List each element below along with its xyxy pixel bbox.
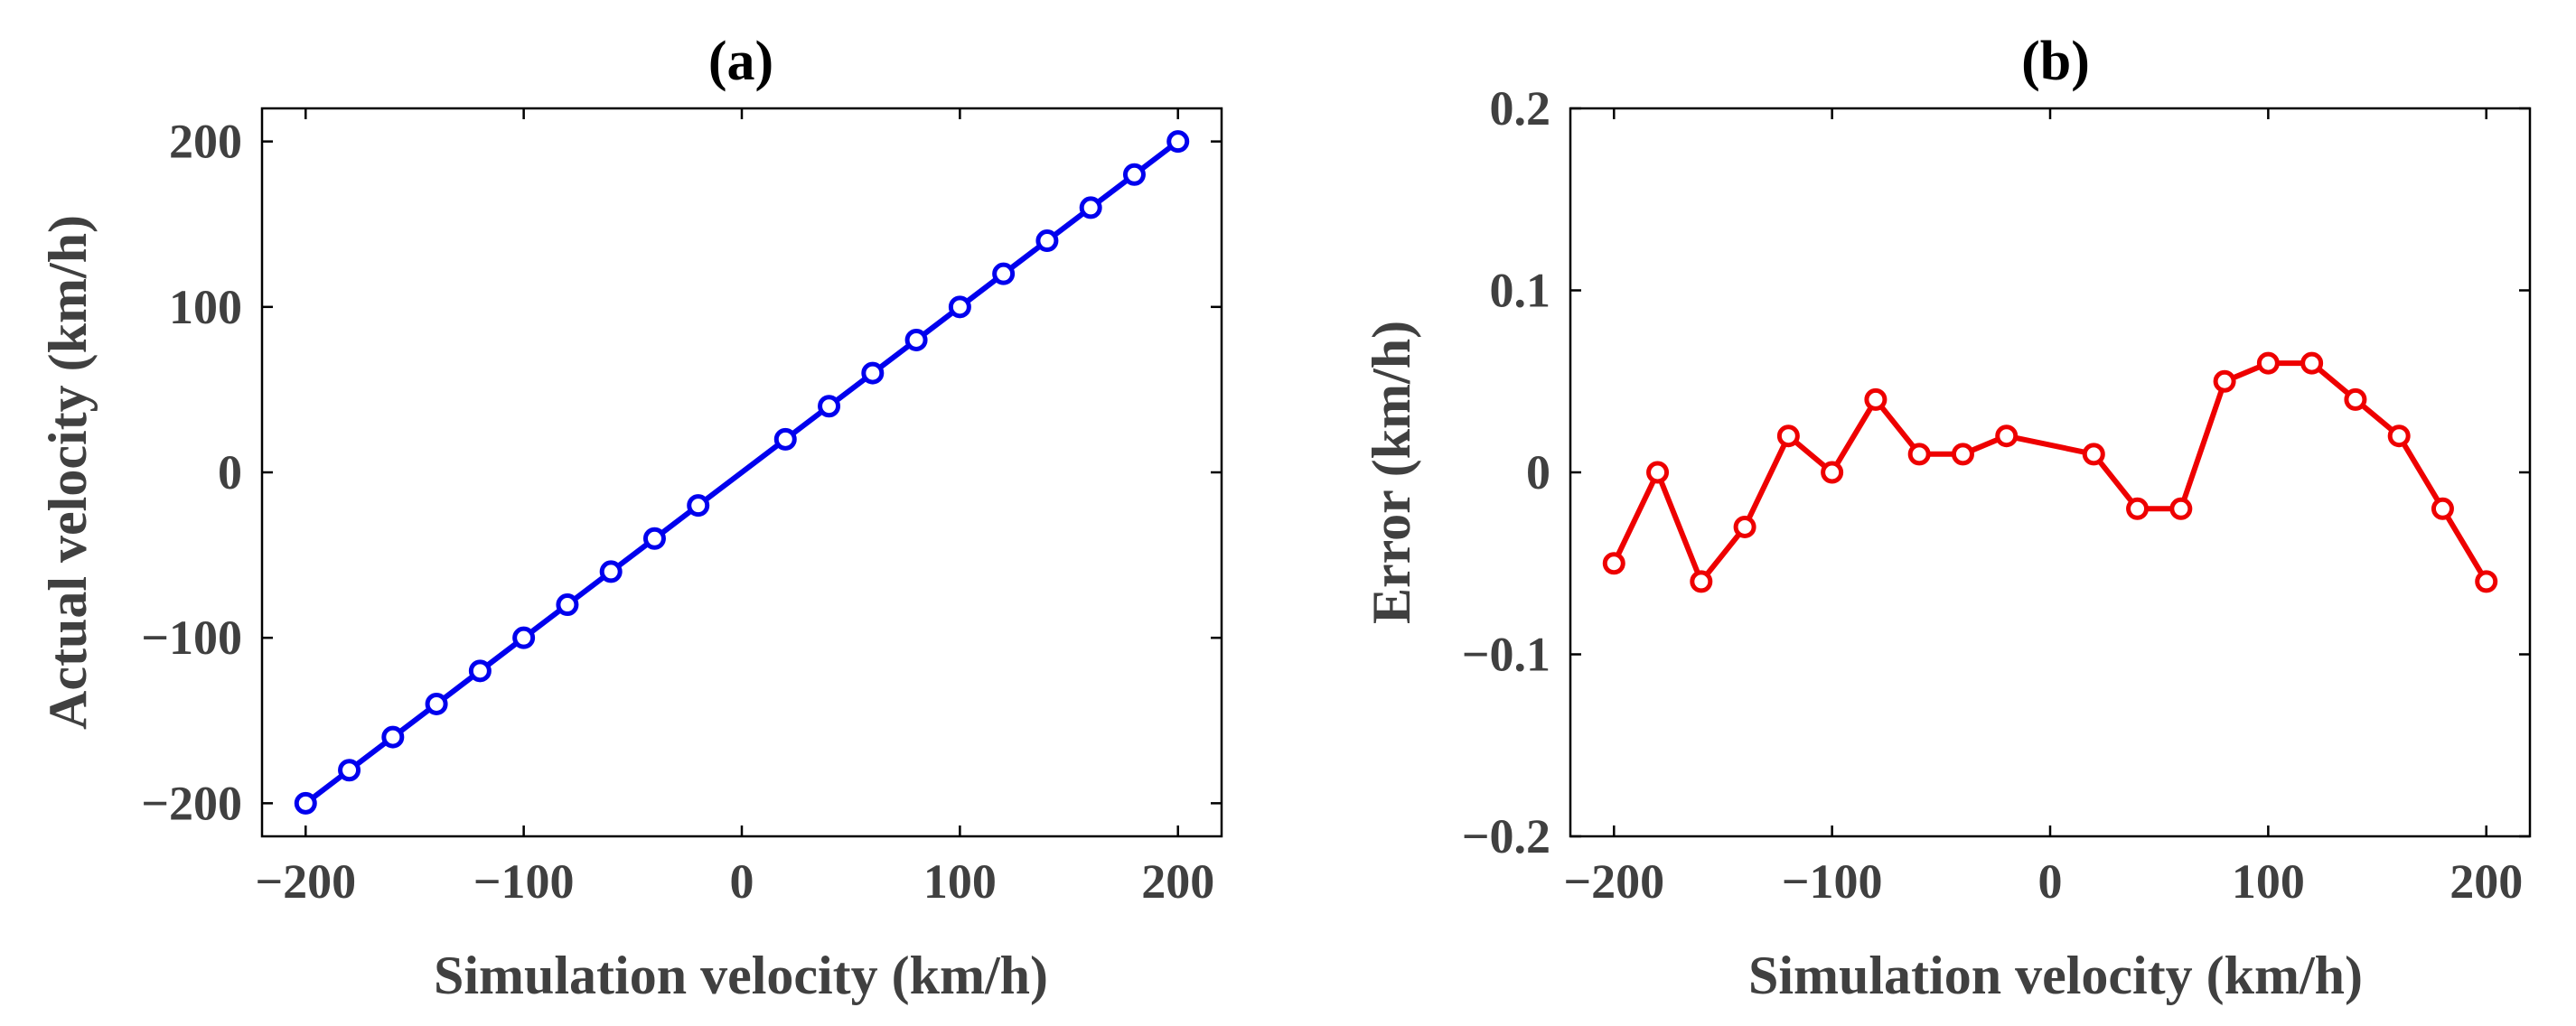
data-point [1166,130,1190,154]
data-point [1776,424,1800,448]
chart-a-x-axis-label: Simulation velocity (km/h) [434,946,1048,1005]
y-tick-label: −200 [141,776,242,830]
data-point [1079,196,1102,219]
chart-panel-b: (b) −200 −100 0 100 200 −0.2 −0.1 0 0.1 0.2 Simul… [1362,31,2532,1005]
y-tick-label: −100 [141,611,242,665]
data-point [556,593,579,617]
data-point [1821,461,1844,484]
chart-b-x-axis-label: Simulation velocity (km/h) [1748,946,2363,1005]
data-point [338,759,361,782]
data-point [1035,229,1059,253]
data-point [512,626,536,649]
data-point [425,692,448,715]
data-point [1646,461,1670,484]
chart-b-title: (b) [2021,31,2090,92]
data-point [1951,443,1974,466]
chart-a-ticks: −200 −100 0 100 200 −200 −100 0 100 200 [141,108,1222,909]
data-point [642,527,666,550]
data-point [2431,497,2454,520]
chart-b-plot-area [1569,107,2532,838]
data-point [2344,387,2367,411]
chart-a-markers [294,130,1190,815]
chart-a-y-axis-label: Actual velocity (km/h) [38,215,98,730]
x-tick-label: 0 [730,854,754,909]
x-tick-label: 0 [2038,854,2063,909]
chart-b-markers [1602,351,2498,593]
x-tick-label: 100 [923,854,997,909]
data-point [904,328,928,351]
x-tick-label: −200 [1563,854,1664,909]
data-point [599,560,623,583]
data-point [2387,424,2411,448]
data-point [861,361,885,385]
y-tick-label: 0.1 [1490,264,1551,318]
y-tick-label: 0 [218,445,242,499]
y-tick-label: −0.2 [1462,809,1550,863]
data-point [1690,570,1713,593]
x-tick-label: 200 [1141,854,1214,909]
data-point [2082,443,2105,466]
chart-b-ticks: −200 −100 0 100 200 −0.2 −0.1 0 0.1 0.2 [1462,81,2530,909]
data-point [2169,497,2193,520]
x-tick-label: −100 [473,854,575,909]
x-tick-label: −200 [255,854,356,909]
data-point [687,494,710,518]
data-point [1995,424,2019,448]
x-tick-label: 100 [2232,854,2305,909]
data-point [381,725,405,749]
data-point [2256,351,2280,375]
y-tick-label: 200 [169,115,242,169]
chart-panel-a: (a) −200 −100 0 100 200 −200 −100 0 100 200 Simul… [38,31,1223,1005]
data-point [468,659,492,683]
y-tick-label: 0 [1526,445,1550,499]
x-tick-label: −100 [1782,854,1883,909]
data-point [1602,552,1625,575]
data-point [2126,497,2150,520]
chart-a-title: (a) [708,31,773,92]
data-point [2300,351,2324,375]
data-point [2475,570,2498,593]
data-point [948,295,971,319]
data-point [773,427,797,451]
x-tick-label: 200 [2450,854,2523,909]
data-point [1907,443,1931,466]
data-point [818,395,841,418]
y-tick-label: −0.1 [1462,628,1550,682]
chart-b-y-axis-label: Error (km/h) [1362,321,1421,624]
data-point [992,262,1016,285]
data-point [294,791,317,815]
data-point [2213,369,2236,393]
y-tick-label: 100 [169,280,242,334]
y-tick-label: 0.2 [1490,81,1551,135]
data-point [1864,387,1888,411]
data-point [1122,163,1146,186]
data-point [1733,515,1756,538]
